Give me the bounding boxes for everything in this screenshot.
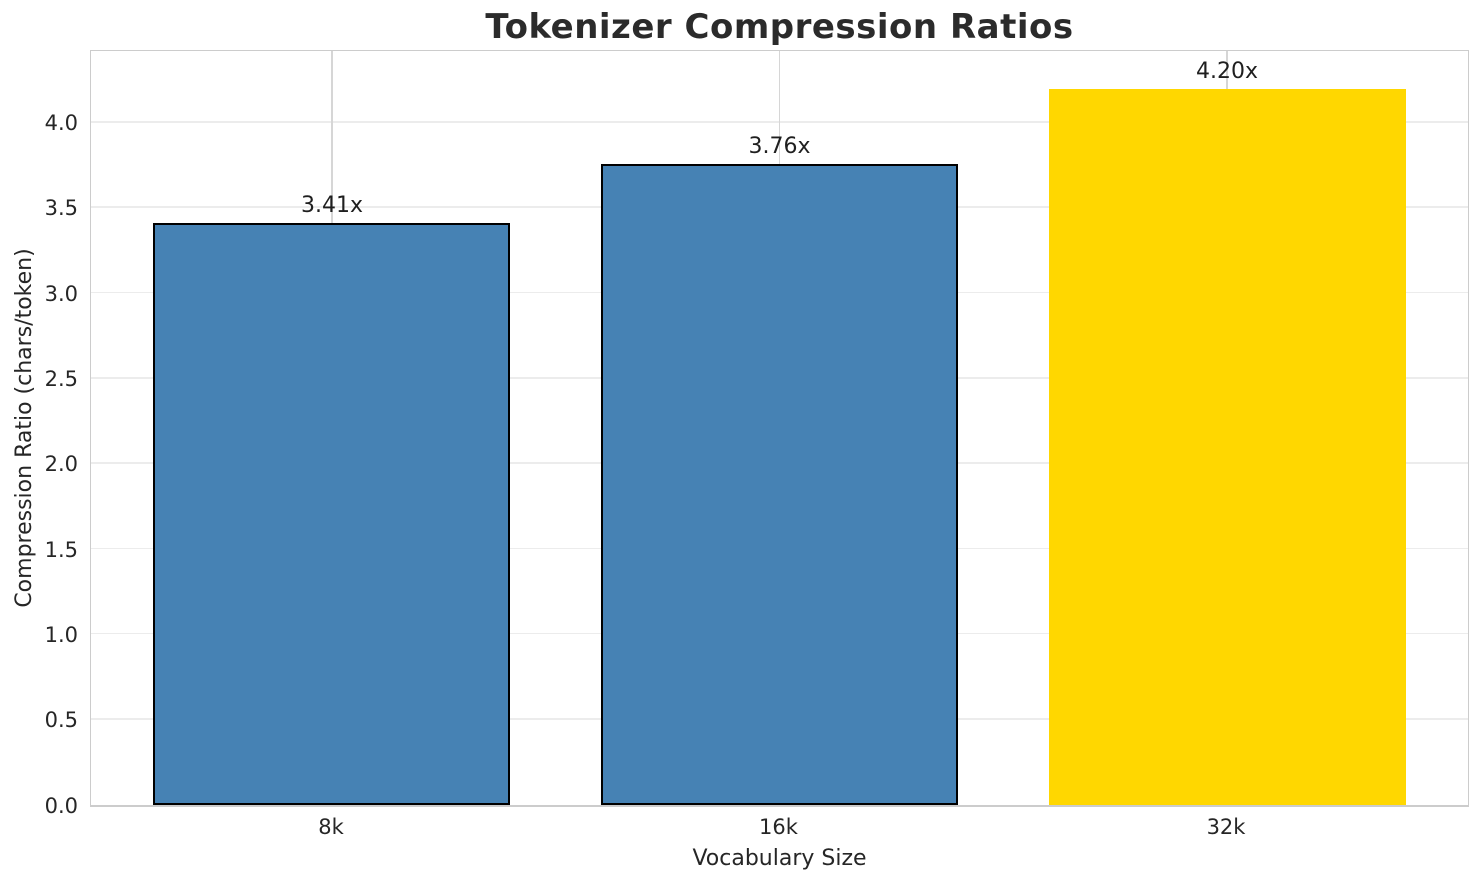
x-tick-label: 32k xyxy=(1206,815,1246,839)
y-tick-label: 1.0 xyxy=(44,622,78,647)
chart-title: Tokenizer Compression Ratios xyxy=(485,7,1074,47)
y-tick-label: 2.5 xyxy=(44,367,78,392)
bar-rect-8k xyxy=(153,223,511,805)
y-tick-label: 0.0 xyxy=(44,793,78,818)
y-tick-label: 3.0 xyxy=(44,281,78,306)
bar-8k: 3.41x xyxy=(153,194,511,805)
x-axis-title: Vocabulary Size xyxy=(692,846,867,871)
bar-rect-32k xyxy=(1048,88,1406,805)
y-tick-label: 1.5 xyxy=(44,537,78,562)
bar-value-label: 3.41x xyxy=(300,193,363,219)
x-tick-label: 8k xyxy=(318,815,344,839)
bar-32k: 4.20x xyxy=(1048,59,1406,805)
bar-value-label: 4.20x xyxy=(1196,58,1259,84)
y-tick-label: 4.0 xyxy=(44,111,78,136)
y-tick-label: 3.5 xyxy=(44,196,78,221)
bar-value-label: 3.76x xyxy=(748,133,811,159)
y-tick-label: 2.0 xyxy=(44,452,78,477)
bar-16k: 3.76x xyxy=(601,134,958,805)
y-tick-label: 0.5 xyxy=(44,708,78,733)
x-tick-label: 16k xyxy=(759,815,798,839)
plot-area: 3.41x 3.76x 4.20x xyxy=(90,50,1469,807)
bar-rect-16k xyxy=(601,163,958,805)
